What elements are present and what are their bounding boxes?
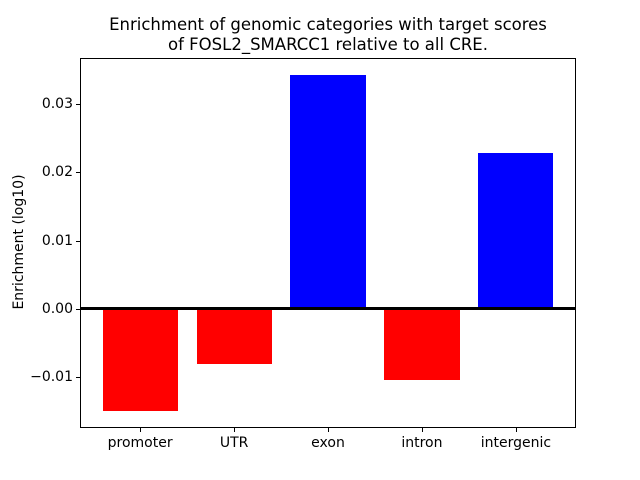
- bar-UTR: [196, 308, 272, 364]
- x-tick-mark: [328, 427, 329, 432]
- y-tick-label: 0.02: [41, 164, 73, 181]
- bar-intergenic: [478, 153, 554, 309]
- x-tick-label-exon: exon: [311, 435, 345, 451]
- y-tick-mark: [76, 308, 80, 310]
- chart-title: Enrichment of genomic categories with ta…: [80, 15, 576, 55]
- x-tick-mark: [140, 427, 142, 432]
- y-tick-mark: [76, 104, 80, 106]
- bar-exon: [290, 74, 366, 309]
- y-tick-mark: [76, 172, 80, 174]
- bar-intron: [384, 308, 460, 380]
- y-tick-label: 0.00: [41, 300, 73, 317]
- bar-promoter: [102, 308, 178, 411]
- chart-title-line1: Enrichment of genomic categories with ta…: [109, 15, 547, 34]
- y-tick-mark: [76, 376, 80, 378]
- x-tick-mark: [515, 427, 517, 432]
- y-tick-mark: [76, 240, 80, 242]
- plot-area: [80, 57, 576, 428]
- chart-title-line2: of FOSL2_SMARCC1 relative to all CRE.: [168, 35, 488, 54]
- x-tick-label-promoter: promoter: [107, 435, 173, 451]
- x-tick-mark: [421, 427, 423, 432]
- x-tick-label-UTR: UTR: [219, 435, 249, 451]
- y-tick-label: 0.03: [41, 96, 73, 113]
- y-tick-label: 0.01: [41, 232, 73, 249]
- zero-line: [80, 307, 576, 310]
- x-tick-label-intergenic: intergenic: [480, 435, 552, 451]
- y-tick-label: −0.01: [30, 368, 73, 385]
- x-tick-mark: [234, 427, 236, 432]
- x-tick-label-intron: intron: [401, 435, 443, 451]
